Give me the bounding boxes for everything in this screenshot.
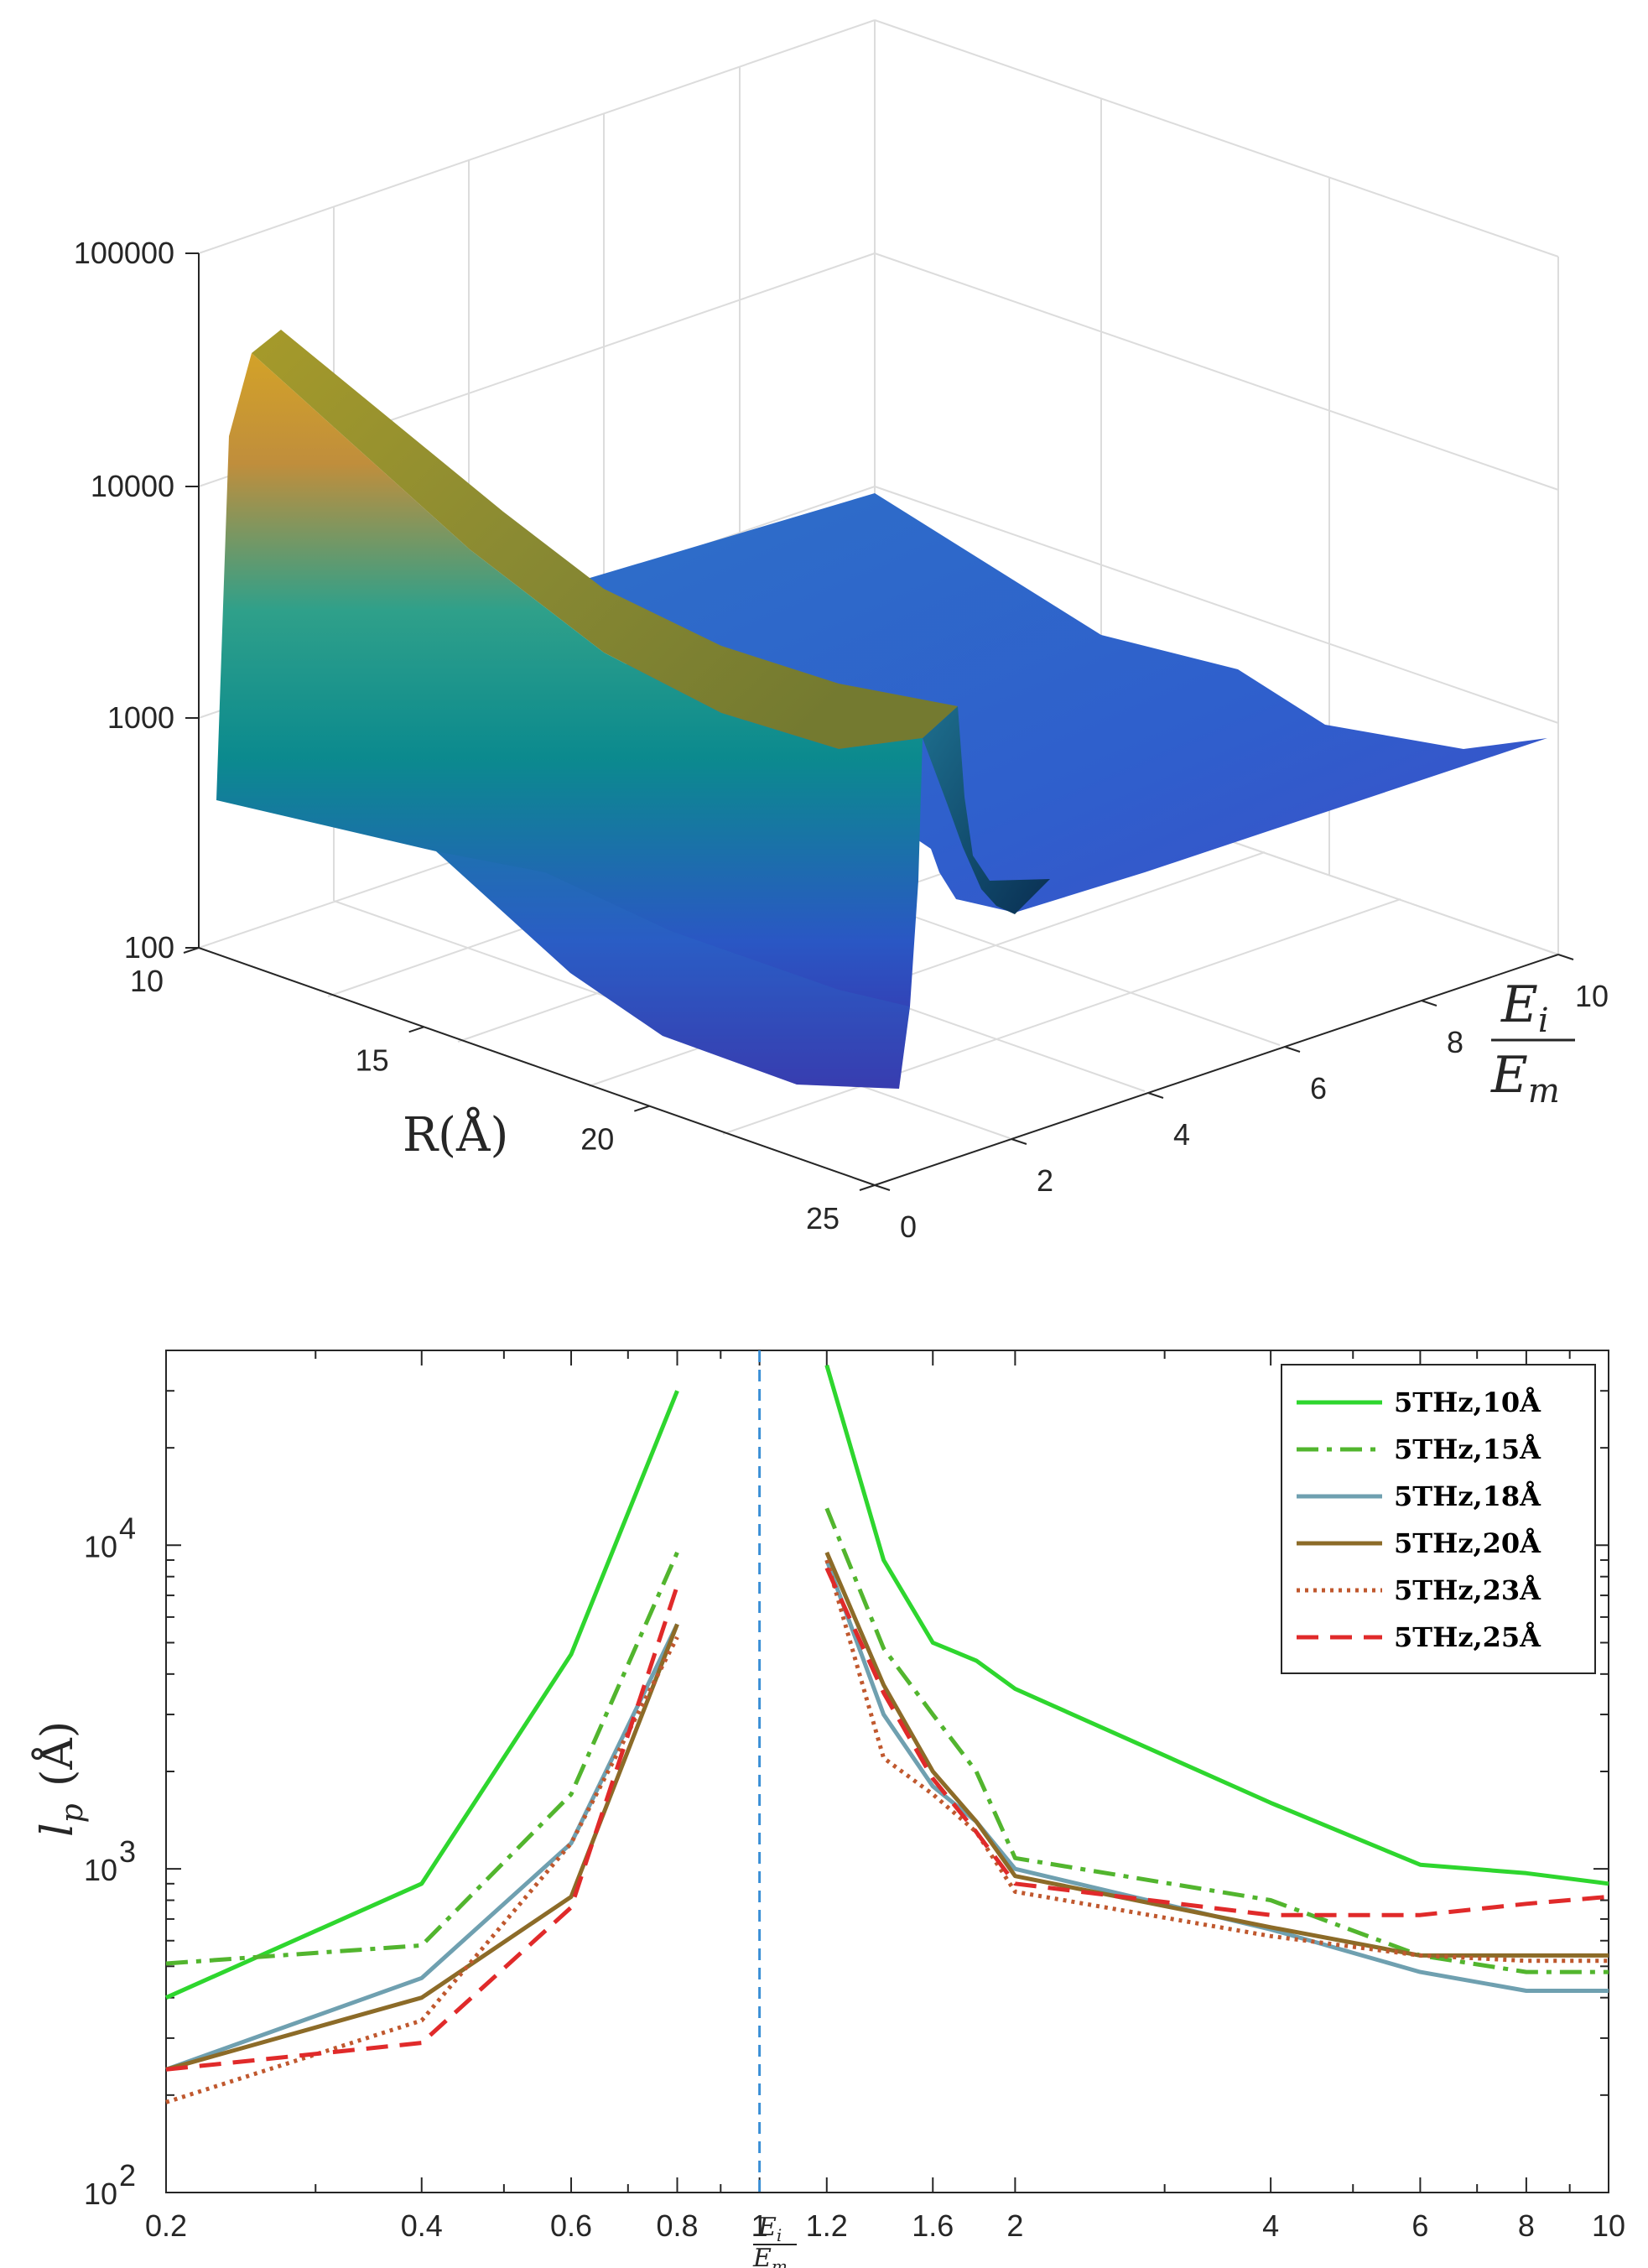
x-axis-label-num: Ei (757, 2213, 782, 2245)
r-tick-mark (408, 1026, 424, 1033)
e-tick-label: 2 (1037, 1163, 1053, 1198)
legend-label: 5THz,15Å (1394, 1433, 1541, 1465)
y-axis-label-unit: (Å) (31, 1721, 83, 1787)
series-line-6-right (824, 1567, 1609, 1917)
x-tick-label: 0.2 (145, 2208, 187, 2243)
svg-text:lp: lp (33, 1803, 90, 1837)
e-tick-mark (1284, 1046, 1301, 1053)
surface-back-sheet (587, 493, 1547, 913)
r-tick-mark (859, 1184, 876, 1191)
x-tick-label: 0.8 (656, 2208, 698, 2243)
e-axis-label-den: Em (1490, 1046, 1560, 1111)
r-axis-line (198, 947, 876, 1186)
y-tick-label: 10 (84, 2177, 117, 2211)
r-tick-mark (183, 947, 200, 954)
e-tick-label: 6 (1310, 1071, 1327, 1105)
e-tick-label: 4 (1173, 1117, 1190, 1152)
legend: 5THz,10Å 5THz,15Å 5THz,18Å 5THz,20Å 5THz,23Å… (1281, 1364, 1596, 1674)
surface-axes (198, 253, 1559, 1186)
surface-ridge-top (252, 330, 958, 749)
legend-label: 5THz,23Å (1394, 1574, 1541, 1606)
z-tick-label: 100000 (74, 236, 174, 270)
x-axis-label-den: Em (752, 2244, 788, 2268)
surface-mesh (216, 330, 1547, 1089)
r-tick-label: 10 (130, 964, 164, 998)
surface-ticks: 100 1000 10000 100000 10 15 20 25 0 2 4 6 8 10 (74, 236, 1609, 1244)
z-tick-label: 10000 (91, 469, 174, 503)
surface-front-shade (436, 851, 910, 1089)
e-axis-label: Ei Em (1490, 975, 1575, 1111)
x-axis-label: Ei Em (752, 2213, 797, 2268)
surface-cliff (923, 706, 1050, 914)
x-tick-label: 8 (1518, 2208, 1535, 2243)
legend-label: 5THz,18Å (1394, 1480, 1541, 1512)
r-tick-label: 20 (580, 1122, 614, 1157)
e-tick-mark (1147, 1092, 1164, 1099)
x-tick-label: 0.6 (550, 2208, 592, 2243)
x-tick-label: 0.4 (401, 2208, 443, 2243)
legend-label: 5THz,10Å (1394, 1386, 1541, 1418)
x-tick-label: 1.2 (806, 2208, 848, 2243)
y-tick-label: 10 (84, 1529, 117, 1563)
y-tick-exponent: 4 (119, 1511, 136, 1545)
x-tick-label: 6 (1411, 2208, 1428, 2243)
x-tick-label: 10 (1592, 2208, 1625, 2243)
line-series (164, 1364, 1609, 2104)
series-line-1-right (824, 1364, 1609, 1886)
series-line-2-left (165, 1551, 679, 1966)
series-line-3-right (824, 1559, 1609, 1993)
series-line-5-right (824, 1559, 1609, 1964)
y-tick-exponent: 3 (119, 1834, 136, 1869)
x-tick-label: 2 (1006, 2208, 1023, 2243)
x-tick-label: 4 (1262, 2208, 1279, 2243)
e-tick-label: 10 (1575, 979, 1609, 1013)
z-tick-label: 1000 (107, 700, 174, 735)
series-line-4-right (824, 1551, 1609, 1958)
legend-label: 5THz,20Å (1394, 1527, 1541, 1559)
r-tick-label: 15 (356, 1043, 389, 1077)
y-tick-label: 10 (84, 1853, 117, 1887)
series-line-4-left (165, 1623, 679, 2072)
e-tick-mark (1011, 1138, 1027, 1145)
y-tick-exponent: 2 (119, 2158, 136, 2193)
series-line-5-left (165, 1636, 679, 2104)
y-axis-label: lp (Å) (31, 1721, 90, 1837)
e-tick-mark (1557, 954, 1574, 960)
r-tick-label: 25 (806, 1201, 840, 1235)
legend-box (1281, 1364, 1596, 1674)
r-axis-label: R(Å) (403, 1106, 508, 1163)
z-tick-label: 100 (124, 930, 174, 965)
r-tick-mark (634, 1105, 650, 1112)
e-tick-mark (1421, 1000, 1437, 1007)
e-tick-label: 0 (900, 1209, 917, 1244)
series-line-3-left (165, 1623, 679, 2072)
e-axis-line (874, 954, 1559, 1186)
e-axis-label-num: Ei (1500, 975, 1549, 1040)
surface-front-sheet (216, 353, 923, 1089)
x-tick-label: 1 (751, 2208, 768, 2243)
e-tick-mark (874, 1184, 891, 1191)
surface-chart: 100 1000 10000 100000 10 15 20 25 0 2 4 6 8 10 R(Å) E… (74, 19, 1609, 1244)
legend-label: 5THz,25Å (1394, 1621, 1541, 1653)
x-tick-label: 1.6 (912, 2208, 954, 2243)
e-tick-label: 8 (1447, 1025, 1463, 1059)
series-line-2-right (824, 1507, 1609, 1974)
series-line-1-left (164, 1390, 679, 2000)
